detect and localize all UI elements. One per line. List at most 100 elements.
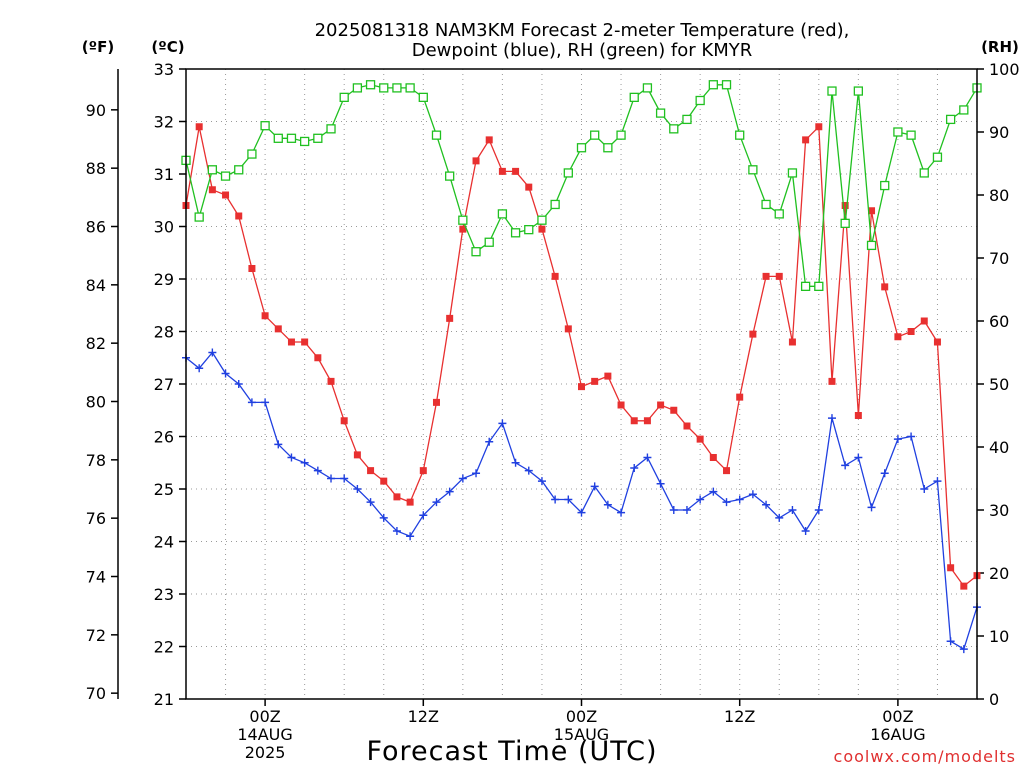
rh-point [537,215,547,225]
rh-tick-label: 70 [989,249,1009,268]
rh-point [365,80,376,90]
temperature-point [630,417,638,425]
dewpoint-point [788,506,797,514]
fahrenheit-tick-label: 86 [86,218,106,237]
rh-point [234,165,244,175]
rh-point [880,180,890,191]
temperature-point [960,582,968,590]
rh-point [260,121,270,131]
celsius-tick-label: 25 [154,480,174,499]
rh-point [326,124,336,134]
temperature-point [828,377,836,385]
rh-point [445,171,455,181]
dewpoint-point [775,513,784,522]
temperature-point [367,467,375,475]
temperature-point [512,167,520,175]
rh-point [866,240,877,251]
celsius-tick-label: 26 [154,428,174,447]
temperature-point [947,564,955,572]
temperature-point [881,283,889,291]
rh-point [906,130,916,140]
temperature-point [274,325,282,333]
dewpoint-point [959,645,968,654]
series-dewpoint [182,348,981,654]
dewpoint-point [577,508,586,517]
rh-point [576,143,587,153]
temperature-point [762,272,770,280]
x-tick-label: 12Z [408,707,439,726]
x-tick-label: 12Z [724,707,755,726]
temperature-point [551,272,559,280]
temperature-point [775,272,783,280]
series-temperature [182,123,981,590]
temperature-point [301,338,309,346]
rh-point [774,209,784,219]
fahrenheit-tick-label: 90 [86,101,106,120]
temperature-point [380,477,388,485]
rh-tick-label: 10 [989,627,1009,646]
series-line-temperature [185,125,978,588]
temperature-point [327,377,335,385]
rh-point [313,133,323,143]
rh-point [220,171,231,181]
series-line-rh [185,84,978,287]
rh-point [932,152,943,162]
temperature-point [538,225,546,233]
temperature-point [696,435,704,443]
rh-point [194,212,204,222]
rh-point [510,228,521,238]
rh-point [827,86,837,96]
temperature-point [432,398,440,406]
dewpoint-point [366,498,375,507]
rh-tick-label: 20 [989,564,1009,583]
rh-point [840,218,850,229]
dewpoint-point [841,461,850,470]
dewpoint-point [946,637,955,646]
temperature-point [802,136,810,144]
temperature-point [920,317,928,325]
temperature-point [670,406,678,414]
unit-label-rh: (RH) [981,38,1019,56]
fahrenheit-tick-label: 84 [86,276,106,295]
rh-point [603,143,613,153]
fahrenheit-tick-label: 80 [86,393,106,412]
rh-point [418,92,428,102]
dewpoint-point [814,506,823,514]
temperature-point [195,123,203,131]
temperature-point [749,330,757,338]
dewpoint-point [432,498,441,507]
dewpoint-point [722,498,731,507]
rh-tick-label: 80 [989,186,1009,205]
rh-point [721,80,732,90]
dewpoint-point [854,453,863,462]
dewpoint-point [234,380,243,388]
temperature-point [287,338,295,346]
dewpoint-point [748,490,757,499]
fahrenheit-tick-label: 76 [86,509,106,528]
dewpoint-point [208,348,217,357]
temperature-point [736,393,744,401]
rh-point [590,130,600,140]
fahrenheit-tick-label: 74 [86,568,106,587]
temperature-point [617,401,625,409]
celsius-tick-label: 23 [154,585,174,604]
x-tick-label: 00Z [249,707,280,726]
rh-tick-label: 50 [989,375,1009,394]
x-axis-title: Forecast Time (UTC) [366,736,657,767]
fahrenheit-tick-label: 78 [86,451,106,470]
temperature-point [393,493,401,501]
temperature-point [498,167,506,175]
rh-point [299,136,310,147]
dewpoint-point [274,440,283,449]
temperature-point [485,136,493,144]
rh-point [273,133,283,143]
temperature-point [933,338,941,346]
fahrenheit-tick-label: 70 [86,684,106,703]
rh-point [629,92,639,102]
dewpoint-point [907,432,916,441]
dewpoint-point [379,513,388,522]
rh-point [471,247,481,257]
rh-tick-label: 90 [989,123,1009,142]
rh-point [484,237,494,247]
